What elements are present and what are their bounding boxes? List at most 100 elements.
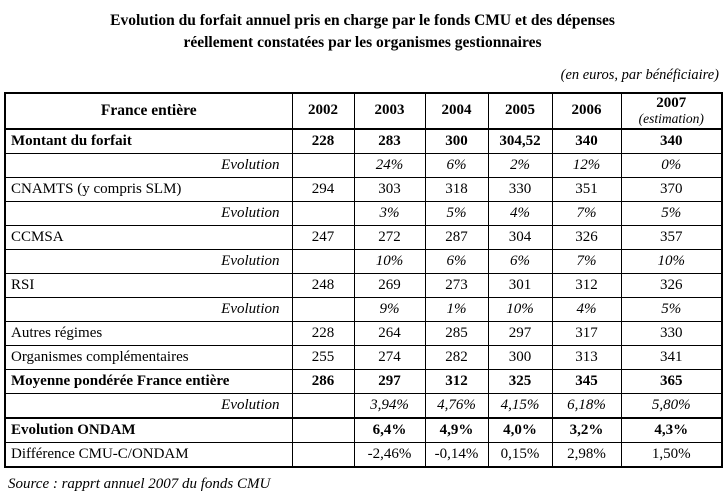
table-body: Montant du forfait 228 283 300 304,52 340 340 E…	[4, 128, 723, 468]
table-header-row: France entière 2002 2003 2004 2005 2006 …	[4, 92, 723, 130]
value-cell: -2,46%	[353, 441, 426, 468]
value-cell: 4,9%	[424, 416, 489, 443]
value-cell: 297	[487, 320, 553, 346]
value-cell: 7%	[551, 200, 622, 226]
value-cell: 228	[291, 128, 355, 154]
value-cell: 273	[424, 272, 489, 298]
table-row: RSI 248 269 273 301 312 326	[4, 272, 723, 298]
header-region-label: France entière	[4, 92, 293, 130]
value-cell: 10%	[620, 248, 723, 274]
value-cell: 312	[551, 272, 622, 298]
value-cell: 330	[620, 320, 723, 346]
value-cell: 247	[291, 224, 355, 250]
value-cell: 357	[620, 224, 723, 250]
year-header-2002: 2002	[291, 92, 355, 130]
value-cell	[291, 200, 355, 226]
table-row: Evolution 3% 5% 4% 7% 5%	[4, 200, 723, 226]
year-header-2005: 2005	[487, 92, 553, 130]
value-cell: 304	[487, 224, 553, 250]
table-row: Evolution 9% 1% 10% 4% 5%	[4, 296, 723, 322]
value-cell: 340	[620, 128, 723, 154]
value-cell: 4,3%	[620, 416, 723, 443]
value-cell: 297	[353, 368, 426, 394]
table-row: Evolution 10% 6% 6% 7% 10%	[4, 248, 723, 274]
value-cell: 340	[551, 128, 622, 154]
row-label: Evolution	[4, 296, 293, 322]
row-label: Evolution	[4, 200, 293, 226]
table-row: Evolution 24% 6% 2% 12% 0%	[4, 152, 723, 178]
source-note: Source : rapprt annuel 2007 du fonds CMU	[8, 475, 271, 492]
document-title: Evolution du forfait annuel pris en char…	[4, 10, 721, 55]
value-cell: 325	[487, 368, 553, 394]
value-cell: 282	[424, 344, 489, 370]
row-label: Evolution ONDAM	[4, 416, 293, 443]
row-label: Montant du forfait	[4, 128, 293, 154]
value-cell: 5%	[620, 296, 723, 322]
table-row: Montant du forfait 228 283 300 304,52 340 340	[4, 128, 723, 154]
value-cell: 6%	[487, 248, 553, 274]
value-cell: 5%	[620, 200, 723, 226]
value-cell: 300	[487, 344, 553, 370]
value-cell: 304,52	[487, 128, 553, 154]
value-cell: 10%	[487, 296, 553, 322]
value-cell: 341	[620, 344, 723, 370]
value-cell: 6,18%	[551, 392, 622, 419]
value-cell: 7%	[551, 248, 622, 274]
value-cell: 255	[291, 344, 355, 370]
value-cell: 0,15%	[487, 441, 553, 468]
value-cell: 269	[353, 272, 426, 298]
table-row: Evolution 3,94% 4,76% 4,15% 6,18% 5,80%	[4, 392, 723, 419]
value-cell: 313	[551, 344, 622, 370]
row-label: Moyenne pondérée France entière	[4, 368, 293, 394]
unit-note: (en euros, par bénéficiaire)	[560, 66, 719, 83]
value-cell: 300	[424, 128, 489, 154]
year-header-2007-estimation: 2007 (estimation)	[620, 92, 723, 130]
title-line-2: réellement constatées par les organismes…	[183, 34, 542, 52]
table-row: Différence CMU-C/ONDAM -2,46% -0,14% 0,15% 2…	[4, 441, 723, 468]
value-cell: 345	[551, 368, 622, 394]
table-row: Evolution ONDAM 6,4% 4,9% 4,0% 3,2% 4,3%	[4, 416, 723, 443]
value-cell: 3,94%	[353, 392, 426, 419]
value-cell: 318	[424, 176, 489, 202]
value-cell: 4%	[487, 200, 553, 226]
value-cell: 326	[551, 224, 622, 250]
value-cell	[291, 152, 355, 178]
value-cell	[291, 416, 355, 443]
value-cell: 6,4%	[353, 416, 426, 443]
value-cell: 2,98%	[551, 441, 622, 468]
year-label-2007: 2007	[656, 94, 687, 111]
table-row: Moyenne pondérée France entière 286 297 312…	[4, 368, 723, 394]
value-cell: 5,80%	[620, 392, 723, 419]
value-cell: 228	[291, 320, 355, 346]
value-cell: 4,15%	[487, 392, 553, 419]
value-cell: 283	[353, 128, 426, 154]
row-label: Autres régimes	[4, 320, 293, 346]
value-cell: 287	[424, 224, 489, 250]
row-label: RSI	[4, 272, 293, 298]
table-row: CCMSA 247 272 287 304 326 357	[4, 224, 723, 250]
value-cell: 6%	[424, 248, 489, 274]
value-cell: 312	[424, 368, 489, 394]
value-cell: 326	[620, 272, 723, 298]
row-label: Différence CMU-C/ONDAM	[4, 441, 293, 468]
value-cell: 317	[551, 320, 622, 346]
value-cell: 1%	[424, 296, 489, 322]
value-cell: -0,14%	[424, 441, 489, 468]
title-line-1: Evolution du forfait annuel pris en char…	[110, 12, 615, 29]
value-cell: 286	[291, 368, 355, 394]
value-cell: 303	[353, 176, 426, 202]
value-cell	[291, 296, 355, 322]
row-label: CCMSA	[4, 224, 293, 250]
row-label: Organismes complémentaires	[4, 344, 293, 370]
value-cell: 264	[353, 320, 426, 346]
year-header-2003: 2003	[353, 92, 426, 130]
value-cell: 365	[620, 368, 723, 394]
value-cell: 3%	[353, 200, 426, 226]
value-cell: 294	[291, 176, 355, 202]
estimation-note: (estimation)	[638, 110, 704, 126]
table-row: Organismes complémentaires 255 274 282 300 31…	[4, 344, 723, 370]
value-cell	[291, 248, 355, 274]
row-label: Evolution	[4, 248, 293, 274]
value-cell: 6%	[424, 152, 489, 178]
